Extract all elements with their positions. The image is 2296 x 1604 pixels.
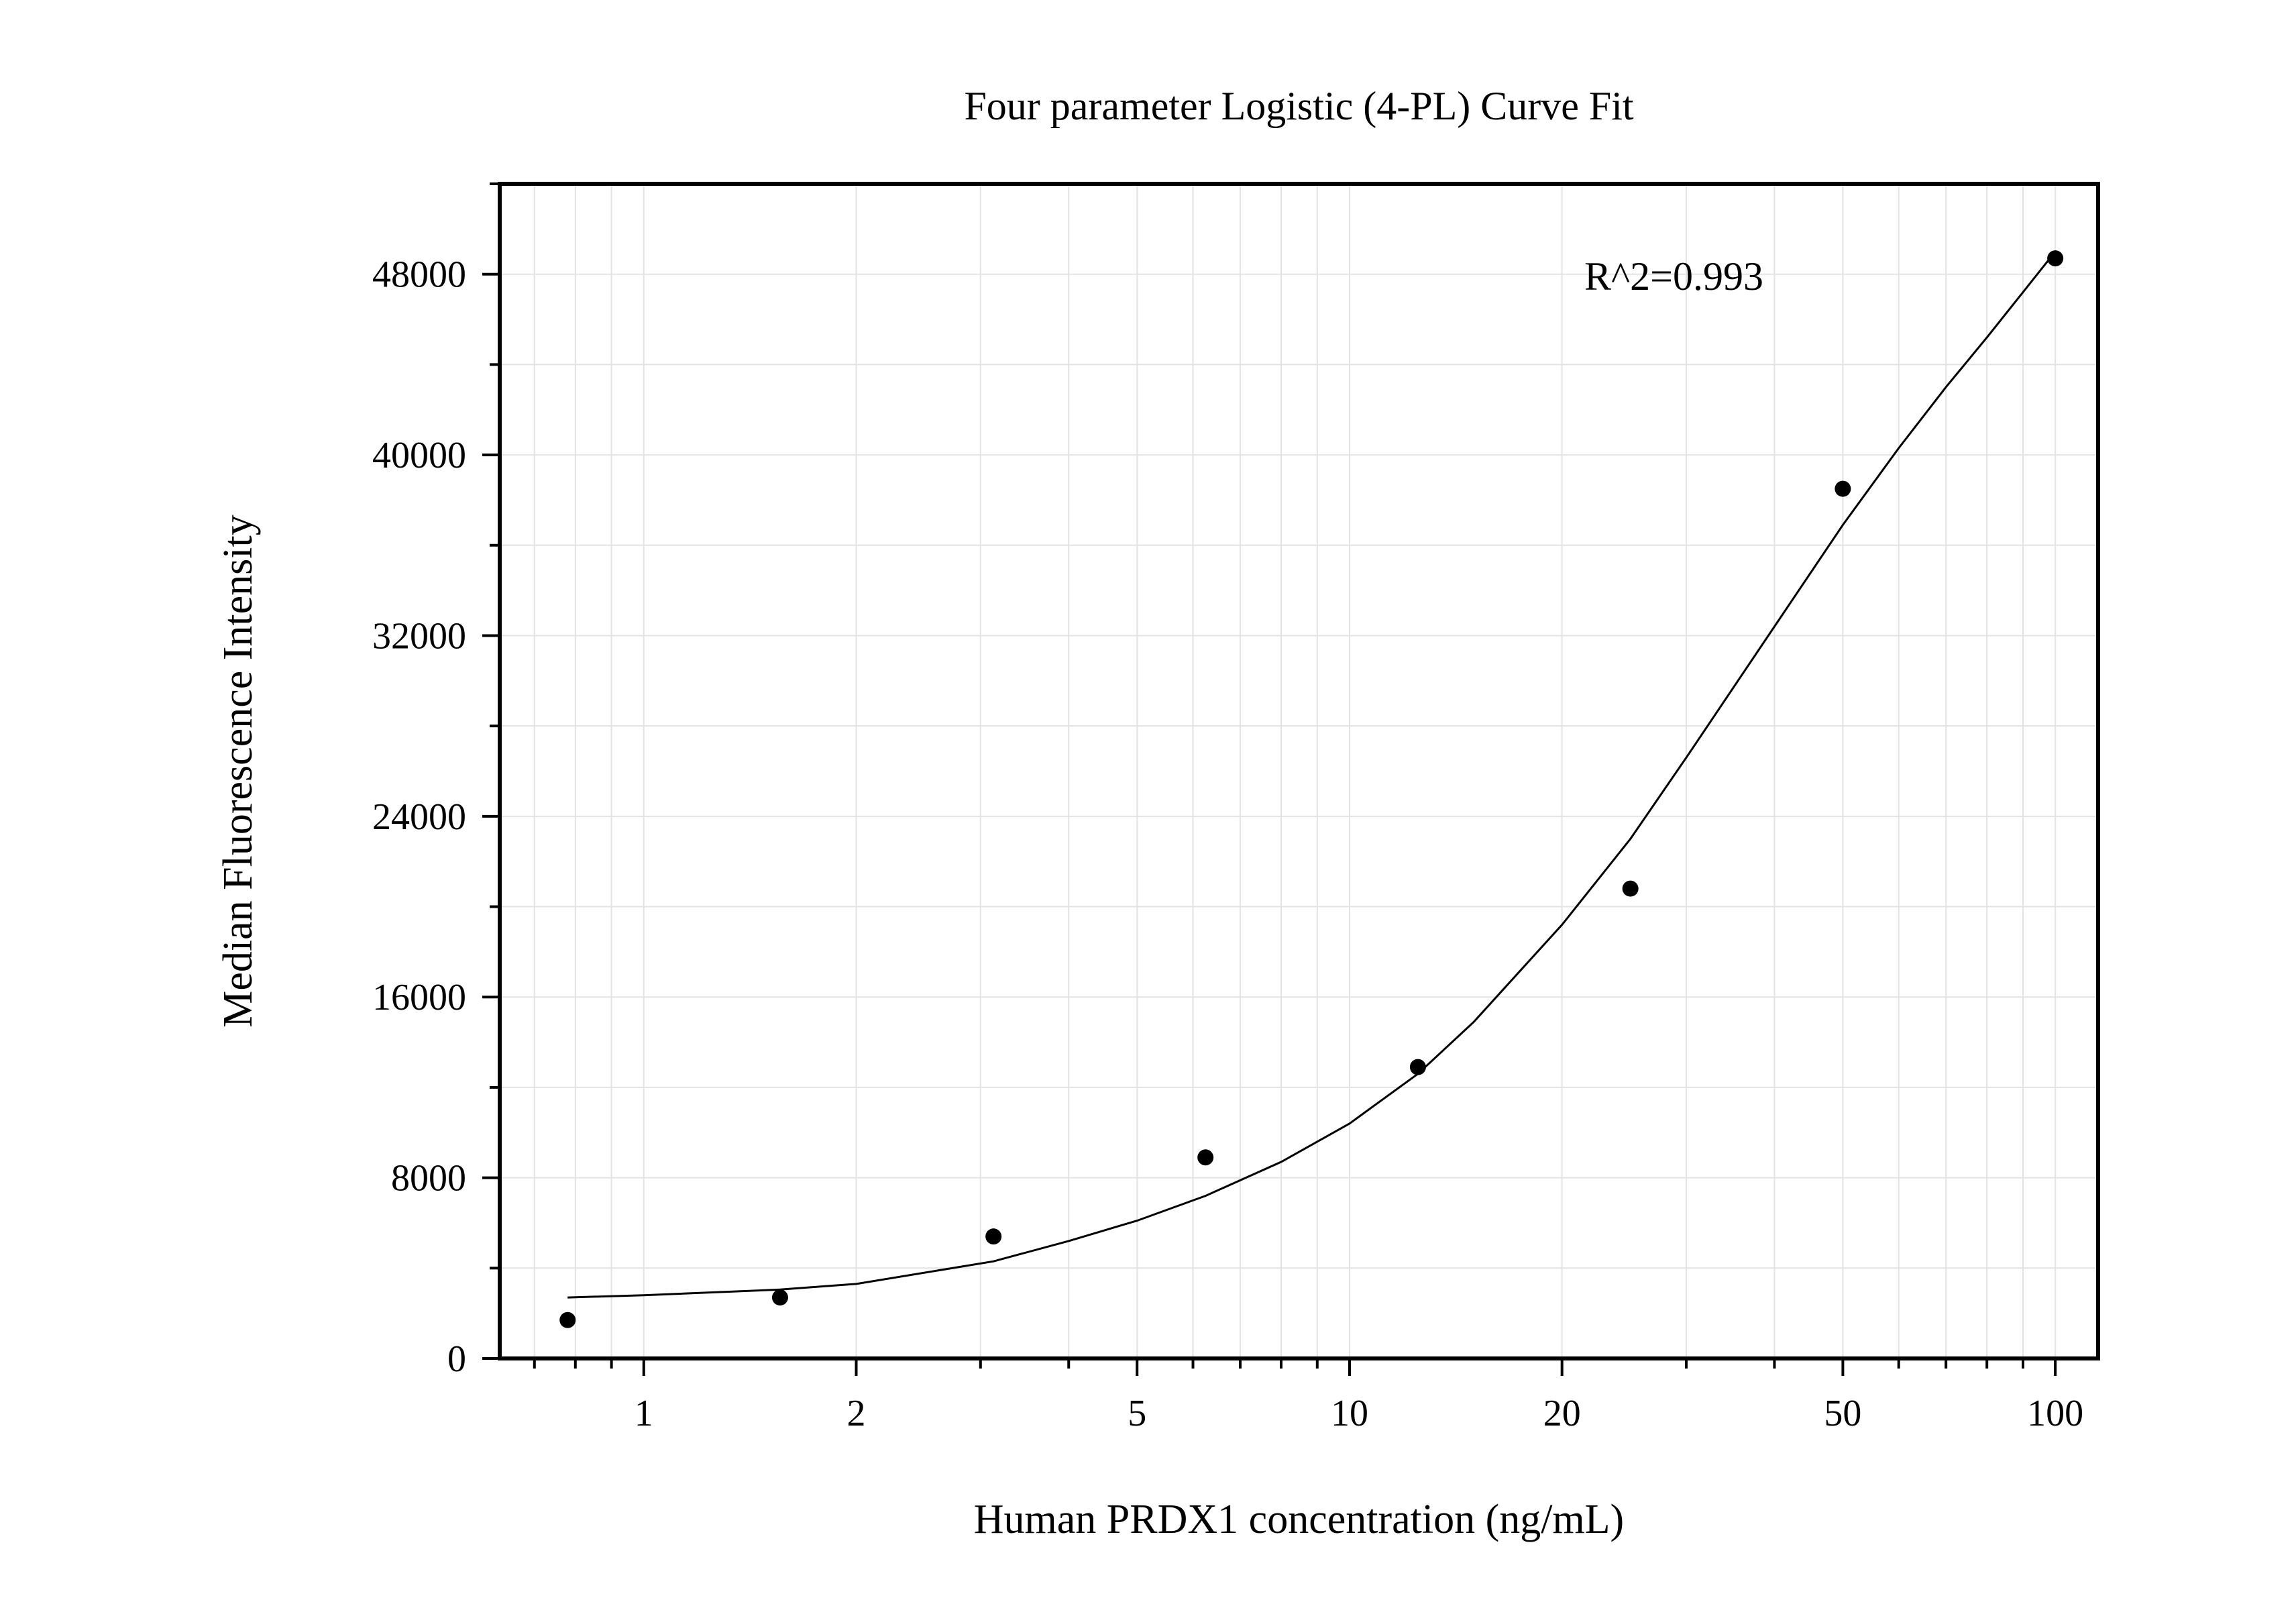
x-tick-label: 10 (1331, 1393, 1368, 1434)
x-tick-label: 5 (1128, 1393, 1146, 1434)
data-point (559, 1312, 576, 1328)
y-tick-label: 0 (447, 1338, 466, 1380)
x-tick-label: 20 (1543, 1393, 1581, 1434)
y-tick-label: 16000 (372, 977, 466, 1018)
y-tick-label: 32000 (372, 615, 466, 657)
y-tick-label: 40000 (372, 435, 466, 476)
y-tick-labels: 0 8000 16000 24000 32000 40000 48000 (372, 254, 466, 1380)
y-tick-label: 8000 (391, 1158, 466, 1199)
y-axis-label: Median Fluorescence Intensity (215, 515, 261, 1027)
fit-curve (567, 251, 2057, 1299)
x-tick-label: 100 (2027, 1393, 2083, 1434)
x-tick-label: 50 (1824, 1393, 1861, 1434)
x-tick-label: 1 (635, 1393, 653, 1434)
axis-ticks (482, 182, 2057, 1376)
x-tick-label: 2 (847, 1393, 866, 1434)
y-tick-label: 24000 (372, 796, 466, 838)
data-points (559, 250, 2064, 1328)
fit-curve-layer (567, 251, 2057, 1299)
data-point (1409, 1059, 1426, 1075)
y-tick-label: 48000 (372, 254, 466, 296)
data-point (1835, 480, 1851, 497)
chart-title: Four parameter Logistic (4-PL) Curve Fit (964, 84, 1633, 128)
data-point (1622, 880, 1639, 897)
data-point (2047, 250, 2064, 267)
data-point (985, 1228, 1002, 1245)
x-axis-label: Human PRDX1 concentration (ng/mL) (974, 1497, 1624, 1542)
r-squared-annotation: R^2=0.993 (1584, 254, 1763, 299)
gridlines (500, 183, 2098, 1358)
x-tick-labels: 1 2 5 10 20 50 100 (635, 1393, 2083, 1434)
data-point (771, 1289, 788, 1306)
plot-frame (498, 182, 2100, 1360)
data-point (1197, 1149, 1214, 1166)
